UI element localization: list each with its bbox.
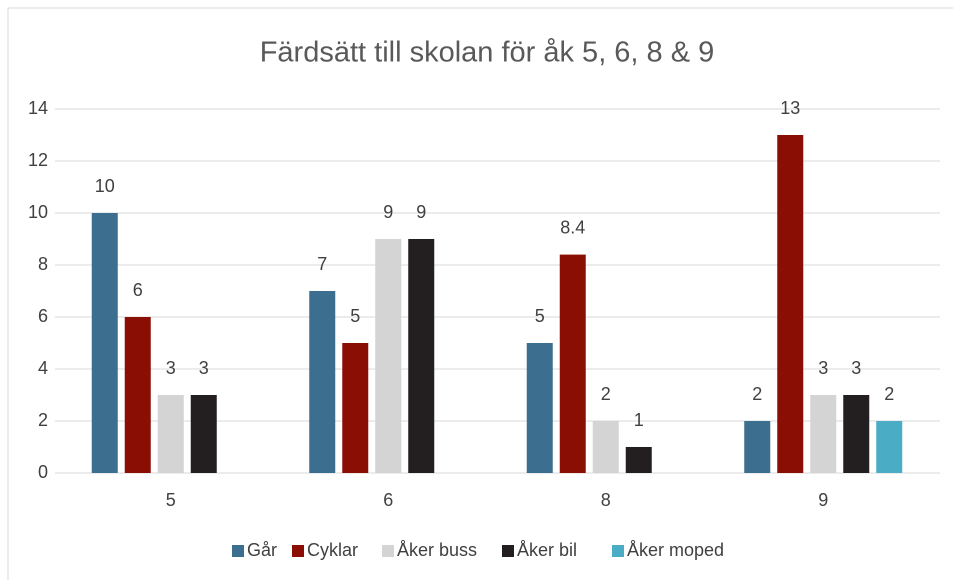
legend-label: Går bbox=[247, 540, 277, 560]
bar bbox=[777, 135, 804, 473]
legend-label: Åker moped bbox=[627, 540, 724, 560]
bar bbox=[843, 395, 870, 473]
bar bbox=[408, 239, 435, 473]
bar bbox=[157, 395, 184, 473]
legend-swatch bbox=[232, 545, 244, 557]
data-label: 9 bbox=[416, 202, 426, 222]
bar bbox=[559, 254, 586, 473]
legend-label: Åker bil bbox=[517, 540, 577, 560]
bar bbox=[526, 343, 553, 473]
bar bbox=[592, 421, 619, 473]
legend-swatch bbox=[502, 545, 514, 557]
chart-frame bbox=[7, 7, 953, 585]
chart-title: Färdsätt till skolan för åk 5, 6, 8 & 9 bbox=[260, 37, 715, 69]
bar bbox=[124, 317, 151, 473]
bar bbox=[625, 447, 652, 473]
legend-label: Åker buss bbox=[397, 540, 477, 560]
legend-label: Cyklar bbox=[307, 540, 358, 560]
y-tick-label: 4 bbox=[38, 358, 48, 378]
bar bbox=[342, 343, 369, 473]
legend-swatch bbox=[612, 545, 624, 557]
legend-swatch bbox=[292, 545, 304, 557]
data-label: 3 bbox=[851, 358, 861, 378]
data-label: 3 bbox=[818, 358, 828, 378]
x-tick-label: 6 bbox=[383, 490, 393, 510]
bar bbox=[375, 239, 402, 473]
y-tick-label: 14 bbox=[28, 98, 48, 118]
bar bbox=[309, 291, 336, 473]
bar bbox=[810, 395, 837, 473]
y-tick-label: 2 bbox=[38, 410, 48, 430]
y-tick-label: 0 bbox=[38, 462, 48, 482]
data-label: 2 bbox=[601, 384, 611, 404]
data-label: 9 bbox=[383, 202, 393, 222]
data-label: 7 bbox=[317, 254, 327, 274]
data-label: 5 bbox=[535, 306, 545, 326]
bar bbox=[876, 421, 903, 473]
bar bbox=[744, 421, 771, 473]
x-tick-label: 5 bbox=[166, 490, 176, 510]
data-label: 8.4 bbox=[560, 217, 585, 237]
y-tick-label: 12 bbox=[28, 150, 48, 170]
legend-swatch bbox=[382, 545, 394, 557]
data-label: 2 bbox=[752, 384, 762, 404]
y-tick-label: 10 bbox=[28, 202, 48, 222]
data-label: 2 bbox=[884, 384, 894, 404]
data-label: 10 bbox=[95, 176, 115, 196]
x-tick-label: 8 bbox=[601, 490, 611, 510]
data-label: 13 bbox=[780, 98, 800, 118]
bar bbox=[190, 395, 217, 473]
y-tick-label: 6 bbox=[38, 306, 48, 326]
bar bbox=[91, 213, 118, 473]
y-tick-label: 8 bbox=[38, 254, 48, 274]
data-label: 3 bbox=[199, 358, 209, 378]
data-label: 1 bbox=[634, 410, 644, 430]
data-label: 5 bbox=[350, 306, 360, 326]
data-label: 3 bbox=[166, 358, 176, 378]
x-tick-label: 9 bbox=[818, 490, 828, 510]
data-label: 6 bbox=[133, 280, 143, 300]
